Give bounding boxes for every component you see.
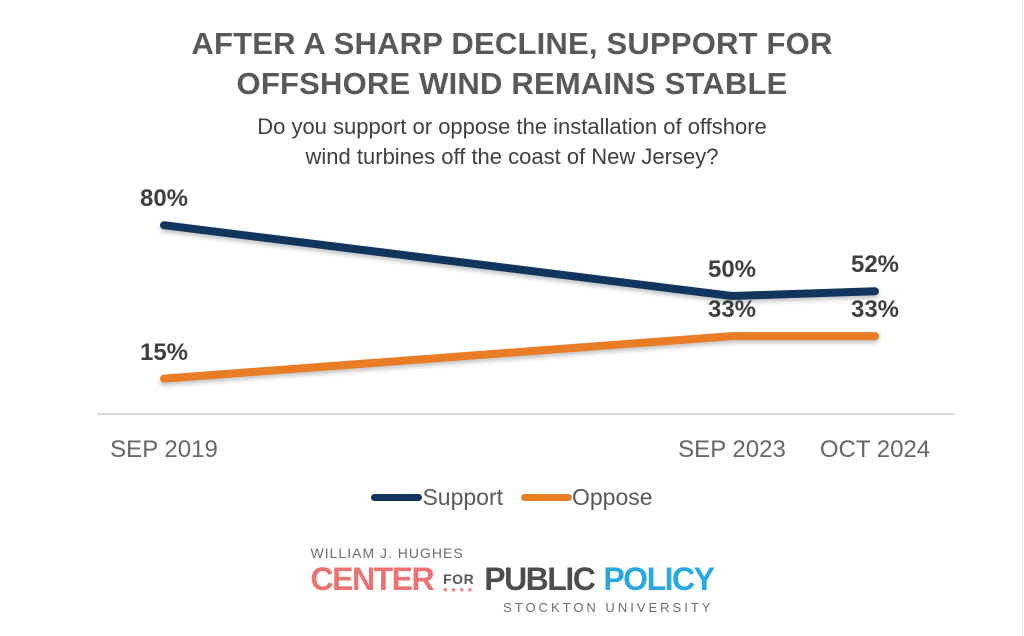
x-axis-label-oct-2024: OCT 2024 <box>819 436 931 463</box>
data-label-support-oct-2024: 52% <box>850 251 900 279</box>
chart-title-line-1: AFTER A SHARP DECLINE, SUPPORT FOR <box>191 26 833 61</box>
oppose-line-swatch-icon <box>521 494 572 501</box>
legend-label-support: Support <box>422 484 503 510</box>
stars-icon: ★★★★ <box>442 587 476 594</box>
data-label-oppose-oct-2024: 33% <box>850 296 900 324</box>
organization-logo: WILLIAM J. HUGHES CENTER FOR ★★★★ PUBLIC… <box>0 545 1024 615</box>
logo-word-public: PUBLIC <box>484 561 596 597</box>
logo-wordmark: CENTER FOR ★★★★ PUBLIC POLICY <box>310 561 715 597</box>
chart-subtitle-line-2: wind turbines off the coast of New Jerse… <box>305 144 719 169</box>
chart-title-line-2: OFFSHORE WIND REMAINS STABLE <box>236 66 788 101</box>
data-label-support-sep-2023: 50% <box>707 256 757 283</box>
series-line-support <box>160 221 879 300</box>
chart-subtitle: Do you support or oppose the installatio… <box>0 112 1024 172</box>
logo-university: STOCKTON UNIVERSITY <box>503 600 714 615</box>
series-line-oppose <box>160 332 879 383</box>
logo-word-center: CENTER <box>310 561 435 597</box>
data-label-oppose-sep-2019: 15% <box>139 338 189 366</box>
x-axis-label-sep-2019: SEP 2019 <box>110 436 218 463</box>
chart-subtitle-line-1: Do you support or oppose the installatio… <box>257 114 767 139</box>
logo-word-policy: POLICY <box>603 561 715 597</box>
data-label-oppose-sep-2023: 33% <box>707 296 757 324</box>
logo-inner: WILLIAM J. HUGHES CENTER FOR ★★★★ PUBLIC… <box>310 545 715 615</box>
chart-legend: Support Oppose <box>0 484 1024 511</box>
x-axis-line <box>97 413 955 415</box>
logo-eyebrow: WILLIAM J. HUGHES <box>310 545 464 561</box>
legend-item-oppose: Oppose <box>521 484 653 511</box>
legend-label-oppose: Oppose <box>572 484 653 510</box>
support-line-swatch-icon <box>371 494 423 501</box>
logo-word-for: FOR <box>443 571 475 587</box>
data-label-support-sep-2019: 80% <box>139 185 189 213</box>
logo-for-stack: FOR ★★★★ <box>442 572 475 595</box>
chart-header: AFTER A SHARP DECLINE, SUPPORT FOR OFFSH… <box>0 24 1024 172</box>
legend-item-support: Support <box>371 484 503 511</box>
right-edge-border <box>1022 0 1023 636</box>
x-axis-label-sep-2023: SEP 2023 <box>678 436 786 463</box>
